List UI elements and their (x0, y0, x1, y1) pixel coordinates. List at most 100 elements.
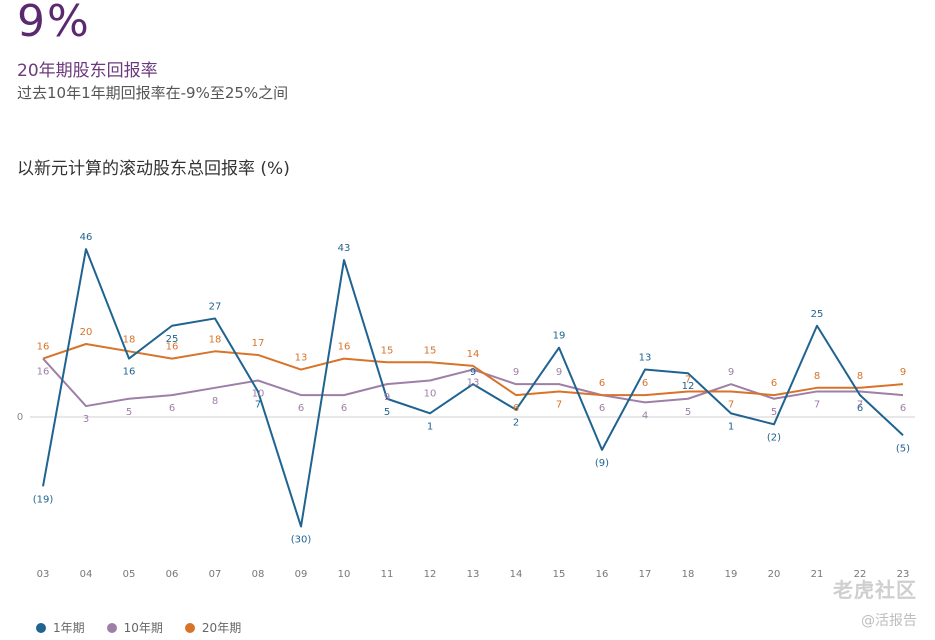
x-tick-label: 14 (510, 569, 523, 580)
data-label: 6 (341, 403, 347, 414)
data-label: 7 (556, 399, 562, 410)
x-tick-label: 10 (338, 569, 351, 580)
data-label: 9 (384, 392, 390, 403)
data-label: 25 (166, 334, 179, 345)
data-label: 18 (123, 334, 136, 345)
x-tick-label: 22 (854, 569, 867, 580)
headline-subtitle: 过去10年1年期回报率在-9%至25%之间 (17, 84, 289, 102)
data-label: 9 (728, 367, 734, 378)
data-label: 18 (209, 334, 222, 345)
data-label: 14 (467, 349, 480, 360)
data-label: 7 (857, 399, 863, 410)
legend-label-10yr: 10年期 (123, 621, 163, 635)
legend-label-1yr: 1年期 (53, 621, 85, 635)
legend-item-10yr: 10年期 (106, 619, 163, 636)
x-tick-label: 08 (252, 569, 265, 580)
data-label: 12 (682, 381, 695, 392)
legend-item-20yr: 20年期 (184, 619, 242, 636)
legend-label-20yr: 20年期 (201, 621, 242, 635)
data-label: 13 (639, 353, 652, 364)
chart-title: 以新元计算的滚动股东总回报率 (%) (17, 159, 290, 179)
x-tick-label: 15 (553, 569, 566, 580)
legend-item-1yr: 1年期 (36, 619, 85, 636)
legend-dot-20yr (184, 622, 195, 633)
data-label: 10 (252, 389, 265, 400)
data-label: 25 (811, 309, 824, 320)
data-label: 6 (599, 403, 605, 414)
data-label: 16 (123, 367, 136, 378)
data-label: 6 (513, 403, 519, 414)
watermark-brand: 老虎社区 (833, 578, 917, 602)
data-label: 8 (857, 371, 863, 382)
data-label: 27 (209, 301, 222, 312)
x-tick-label: 13 (467, 569, 480, 580)
legend-dot-10yr (106, 622, 117, 633)
data-label: 7 (728, 399, 734, 410)
watermark-handle: @活报告 (861, 613, 917, 629)
data-label: 46 (80, 232, 93, 243)
data-label: (19) (33, 494, 54, 505)
x-tick-label: 07 (209, 569, 222, 580)
x-tick-label: 19 (725, 569, 738, 580)
data-label: 17 (252, 338, 265, 349)
data-label: 15 (381, 345, 394, 356)
headline-value: 9% (17, 0, 91, 47)
data-label: 16 (37, 367, 50, 378)
data-label: 2 (513, 418, 519, 429)
data-label: 5 (685, 407, 691, 418)
data-label: 8 (814, 371, 820, 382)
data-label: 7 (685, 374, 691, 385)
data-label: (30) (291, 535, 312, 546)
data-label: 7 (814, 399, 820, 410)
data-label: 1 (427, 421, 433, 432)
data-label: 9 (556, 367, 562, 378)
x-tick-label: 11 (381, 569, 394, 580)
data-label: 13 (467, 378, 480, 389)
series-line-0 (42, 248, 904, 528)
data-label: 6 (642, 378, 648, 389)
data-label: 6 (771, 378, 777, 389)
zero-tick-label: 0 (17, 412, 23, 423)
data-label: 5 (771, 407, 777, 418)
data-label: 5 (126, 407, 132, 418)
x-tick-label: 05 (123, 569, 136, 580)
legend-dot-1yr (36, 622, 46, 633)
x-tick-label: 03 (37, 569, 50, 580)
data-label: 16 (37, 342, 50, 353)
data-label: 15 (424, 345, 437, 356)
data-label: 43 (338, 243, 351, 254)
data-label: 16 (166, 342, 179, 353)
x-tick-label: 21 (811, 569, 824, 580)
data-label: 5 (384, 407, 390, 418)
data-label: 6 (169, 403, 175, 414)
x-tick-label: 12 (424, 569, 437, 580)
data-label: 16 (338, 342, 351, 353)
data-label: 20 (80, 327, 93, 338)
data-label: 19 (553, 331, 566, 342)
x-tick-label: 06 (166, 569, 179, 580)
data-label: 6 (857, 403, 863, 414)
data-label: 1 (728, 421, 734, 432)
data-label: 9 (513, 367, 519, 378)
data-label: (9) (595, 458, 609, 469)
series-line-2 (42, 343, 904, 397)
legend: 1年期 10年期 20年期 (36, 619, 241, 636)
data-label: 6 (900, 403, 906, 414)
data-label: 6 (298, 403, 304, 414)
x-tick-label: 20 (768, 569, 781, 580)
x-tick-label: 23 (897, 569, 910, 580)
data-label: 9 (470, 367, 476, 378)
data-label: 9 (900, 367, 906, 378)
x-tick-label: 16 (596, 569, 609, 580)
x-tick-label: 18 (682, 569, 695, 580)
data-label: 4 (642, 410, 648, 421)
data-label: 7 (255, 399, 261, 410)
data-label: 10 (424, 389, 437, 400)
data-label: (5) (896, 443, 910, 454)
headline-title: 20年期股东回报率 (17, 61, 158, 81)
data-label: 8 (212, 396, 218, 407)
data-label: (2) (767, 432, 781, 443)
x-tick-label: 09 (295, 569, 308, 580)
data-label: 3 (83, 414, 89, 425)
